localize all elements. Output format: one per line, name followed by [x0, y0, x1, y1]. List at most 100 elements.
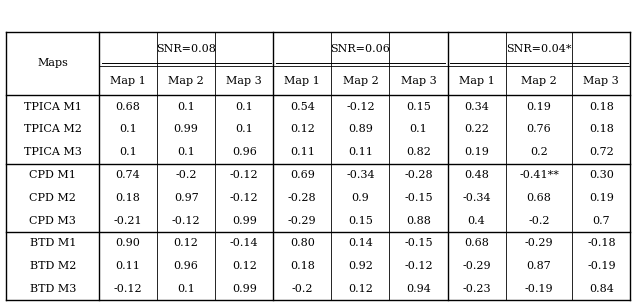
Text: 0.88: 0.88: [406, 216, 431, 226]
Text: 0.18: 0.18: [116, 193, 141, 203]
Text: -0.21: -0.21: [114, 216, 142, 226]
Text: 0.90: 0.90: [116, 238, 141, 248]
Text: Map 2: Map 2: [168, 76, 204, 86]
Text: -0.18: -0.18: [587, 238, 616, 248]
Text: 0.68: 0.68: [116, 101, 141, 111]
Text: 0.14: 0.14: [348, 238, 373, 248]
Text: SNR=0.04*: SNR=0.04*: [506, 44, 572, 54]
Text: 0.7: 0.7: [593, 216, 610, 226]
Text: -0.41**: -0.41**: [519, 170, 559, 180]
Text: -0.29: -0.29: [462, 261, 491, 271]
Text: 0.96: 0.96: [232, 147, 257, 157]
Text: 0.12: 0.12: [173, 238, 198, 248]
Text: 0.92: 0.92: [348, 261, 373, 271]
Text: BTD M1: BTD M1: [29, 238, 76, 248]
Text: 0.18: 0.18: [290, 261, 315, 271]
Text: TPICA M3: TPICA M3: [24, 147, 82, 157]
Text: 0.1: 0.1: [177, 147, 195, 157]
Text: -0.12: -0.12: [114, 284, 142, 294]
Text: 0.97: 0.97: [174, 193, 198, 203]
Text: 0.87: 0.87: [527, 261, 551, 271]
Text: 0.1: 0.1: [236, 124, 253, 134]
Text: CPD M2: CPD M2: [29, 193, 76, 203]
Text: TPICA M1: TPICA M1: [24, 101, 82, 111]
Text: 0.9: 0.9: [351, 193, 369, 203]
Text: 0.15: 0.15: [348, 216, 373, 226]
Text: -0.28: -0.28: [404, 170, 433, 180]
Text: 0.1: 0.1: [410, 124, 428, 134]
Text: 0.96: 0.96: [173, 261, 198, 271]
Text: Maps: Maps: [37, 58, 68, 69]
Text: 0.2: 0.2: [530, 147, 548, 157]
Text: 0.4: 0.4: [468, 216, 485, 226]
Text: -0.2: -0.2: [528, 216, 550, 226]
Text: 0.12: 0.12: [232, 261, 257, 271]
Text: CPD M1: CPD M1: [29, 170, 76, 180]
Text: 0.74: 0.74: [116, 170, 140, 180]
Text: BTD M2: BTD M2: [29, 261, 76, 271]
Text: -0.12: -0.12: [230, 193, 259, 203]
Text: 0.82: 0.82: [406, 147, 431, 157]
Text: 0.18: 0.18: [589, 101, 614, 111]
Text: Map 3: Map 3: [401, 76, 436, 86]
Text: 0.68: 0.68: [527, 193, 552, 203]
Text: 0.30: 0.30: [589, 170, 614, 180]
Text: -0.34: -0.34: [346, 170, 374, 180]
Text: 0.1: 0.1: [119, 147, 137, 157]
Text: 0.99: 0.99: [232, 284, 257, 294]
Text: -0.15: -0.15: [404, 238, 433, 248]
Text: 0.22: 0.22: [464, 124, 489, 134]
Text: 0.1: 0.1: [119, 124, 137, 134]
Text: Map 2: Map 2: [521, 76, 557, 86]
Text: -0.15: -0.15: [404, 193, 433, 203]
Text: 0.99: 0.99: [232, 216, 257, 226]
Text: -0.12: -0.12: [346, 101, 374, 111]
Text: 0.1: 0.1: [177, 101, 195, 111]
Text: Map 3: Map 3: [584, 76, 620, 86]
Text: CPD M3: CPD M3: [29, 216, 76, 226]
Text: 0.1: 0.1: [177, 284, 195, 294]
Text: 0.89: 0.89: [348, 124, 373, 134]
Text: 0.11: 0.11: [290, 147, 315, 157]
Text: -0.12: -0.12: [172, 216, 200, 226]
Text: 0.34: 0.34: [464, 101, 489, 111]
Text: 0.68: 0.68: [464, 238, 489, 248]
Text: Map 1: Map 1: [110, 76, 146, 86]
Text: 0.19: 0.19: [589, 193, 614, 203]
Text: TPICA M2: TPICA M2: [24, 124, 82, 134]
Text: SNR=0.08: SNR=0.08: [156, 44, 216, 54]
Text: -0.28: -0.28: [288, 193, 317, 203]
Text: 0.11: 0.11: [116, 261, 141, 271]
Text: 0.94: 0.94: [406, 284, 431, 294]
Text: 0.12: 0.12: [348, 284, 373, 294]
Text: 0.84: 0.84: [589, 284, 614, 294]
Text: Map 2: Map 2: [342, 76, 378, 86]
Text: 0.72: 0.72: [589, 147, 614, 157]
Text: -0.2: -0.2: [292, 284, 313, 294]
Text: Map 3: Map 3: [227, 76, 262, 86]
Text: 0.19: 0.19: [527, 101, 552, 111]
Text: -0.14: -0.14: [230, 238, 259, 248]
Text: 0.80: 0.80: [290, 238, 315, 248]
Text: 0.19: 0.19: [464, 147, 489, 157]
Text: -0.19: -0.19: [587, 261, 616, 271]
Text: -0.29: -0.29: [525, 238, 553, 248]
Text: 0.18: 0.18: [589, 124, 614, 134]
Text: 0.54: 0.54: [290, 101, 315, 111]
Text: 0.15: 0.15: [406, 101, 431, 111]
Text: -0.12: -0.12: [230, 170, 259, 180]
Text: 0.76: 0.76: [527, 124, 551, 134]
Text: BTD M3: BTD M3: [29, 284, 76, 294]
Text: Map 1: Map 1: [284, 76, 320, 86]
Text: Map 1: Map 1: [459, 76, 495, 86]
Text: 0.12: 0.12: [290, 124, 315, 134]
Text: 0.69: 0.69: [290, 170, 315, 180]
Text: SNR=0.06: SNR=0.06: [330, 44, 390, 54]
Text: -0.29: -0.29: [288, 216, 317, 226]
Text: -0.2: -0.2: [175, 170, 197, 180]
Text: -0.19: -0.19: [525, 284, 553, 294]
Text: 0.1: 0.1: [236, 101, 253, 111]
Text: 0.11: 0.11: [348, 147, 373, 157]
Text: -0.12: -0.12: [404, 261, 433, 271]
Text: 0.99: 0.99: [173, 124, 198, 134]
